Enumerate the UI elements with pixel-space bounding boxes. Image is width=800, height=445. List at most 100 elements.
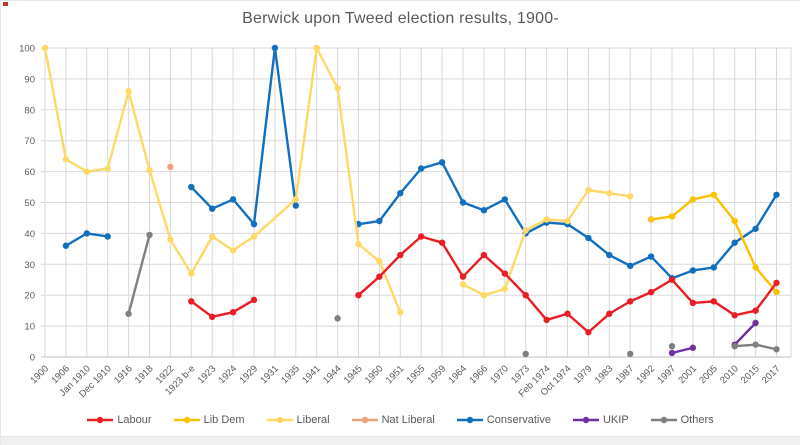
- data-point: [83, 230, 91, 237]
- data-point: [480, 251, 488, 259]
- data-point: [209, 313, 216, 321]
- data-point: [418, 233, 425, 240]
- legend-item-ukip[interactable]: UKIP: [572, 414, 629, 426]
- x-axis-label: 2001: [676, 363, 699, 386]
- legend-marker-icon: [456, 416, 483, 424]
- y-axis-label: 20: [24, 291, 35, 302]
- legend-item-nat-liberal[interactable]: Nat Liberal: [351, 414, 435, 426]
- data-point: [710, 298, 717, 305]
- data-point: [710, 191, 717, 198]
- series-liberal[interactable]: [41, 44, 634, 316]
- series-lib-dem[interactable]: [647, 191, 780, 296]
- data-point: [397, 308, 404, 316]
- x-axis-label: 1916: [112, 363, 135, 386]
- x-axis-label: 1900: [28, 363, 51, 386]
- data-point: [773, 279, 780, 287]
- data-point: [710, 264, 717, 271]
- x-axis-label: 1964: [446, 363, 469, 386]
- data-point: [543, 316, 550, 324]
- x-axis-label: 1966: [467, 363, 490, 386]
- legend-label: Liberal: [296, 414, 330, 426]
- data-point: [627, 262, 634, 270]
- x-axis-label: 1945: [342, 363, 365, 386]
- y-axis-label: 0: [30, 353, 35, 364]
- data-point: [459, 281, 467, 288]
- x-axis-label: 1987: [614, 363, 637, 386]
- data-point: [752, 264, 759, 271]
- data-point: [250, 233, 258, 240]
- data-point: [522, 350, 529, 358]
- data-point: [229, 247, 237, 254]
- x-axis-label: 1959: [425, 363, 448, 386]
- data-point: [438, 159, 446, 166]
- data-point: [731, 312, 738, 319]
- data-point: [397, 251, 404, 259]
- legend-marker-icon: [650, 416, 677, 424]
- x-axis-label: 1924: [216, 363, 239, 386]
- chart-title[interactable]: Berwick upon Tweed election results, 190…: [242, 10, 559, 27]
- data-point: [689, 196, 697, 203]
- legend-item-lib-dem[interactable]: Lib Dem: [173, 414, 245, 426]
- data-point: [376, 273, 383, 280]
- legend-label: Conservative: [486, 414, 551, 426]
- data-point: [647, 216, 655, 223]
- data-point: [167, 236, 174, 243]
- legend-marker-icon: [173, 416, 200, 424]
- data-point: [627, 193, 634, 200]
- y-axis-label: 70: [24, 136, 35, 147]
- legend-item-liberal[interactable]: Liberal: [266, 414, 330, 426]
- data-point: [543, 216, 550, 223]
- data-point: [627, 350, 634, 358]
- x-axis-label: 1929: [237, 363, 260, 386]
- x-axis-label: 2017: [760, 363, 783, 386]
- data-point: [167, 163, 174, 171]
- data-point: [355, 241, 362, 248]
- x-axis-label: 1944: [321, 363, 344, 386]
- x-axis-label: 1983: [593, 363, 616, 386]
- legend-item-others[interactable]: Others: [650, 414, 714, 426]
- data-point: [564, 217, 571, 225]
- x-axis-label: 2010: [718, 363, 741, 386]
- x-axis-label: 1923: [196, 363, 219, 386]
- data-point: [188, 270, 195, 277]
- data-point: [564, 310, 571, 317]
- series-line: [733, 321, 757, 346]
- data-point: [146, 166, 153, 174]
- data-point: [104, 233, 111, 240]
- data-point: [522, 227, 529, 234]
- y-axis-label: 30: [24, 260, 35, 271]
- series-others[interactable]: [125, 231, 780, 358]
- data-point: [501, 196, 508, 203]
- legend-item-labour[interactable]: Labour: [87, 414, 152, 426]
- data-point: [334, 84, 341, 92]
- data-point: [668, 349, 676, 357]
- x-axis-label: 1992: [634, 363, 657, 386]
- x-axis-label: 1979: [572, 363, 595, 386]
- series-line: [127, 233, 151, 315]
- y-axis-label: 50: [24, 198, 35, 209]
- legend-label: Nat Liberal: [381, 414, 435, 426]
- data-point: [62, 242, 70, 249]
- y-axis-label: 10: [24, 322, 35, 333]
- data-point: [62, 156, 70, 163]
- data-point: [752, 225, 759, 232]
- legend-item-conservative[interactable]: Conservative: [456, 414, 551, 426]
- series-nat-liberal[interactable]: [167, 163, 174, 171]
- data-point: [668, 342, 676, 350]
- legend-marker-icon: [572, 416, 599, 424]
- series-labour[interactable]: [188, 233, 780, 336]
- data-point: [689, 299, 697, 307]
- x-axis-label: 1997: [655, 363, 678, 386]
- data-point: [229, 308, 237, 316]
- series-line: [670, 346, 695, 355]
- data-point: [627, 298, 634, 305]
- data-point: [438, 239, 446, 246]
- x-axis-label: 1941: [300, 363, 323, 386]
- x-axis-label: 2015: [739, 363, 762, 386]
- data-point: [606, 310, 613, 317]
- x-axis-label: 1951: [384, 363, 407, 386]
- x-axis-label: 1935: [279, 363, 302, 386]
- series-ukip[interactable]: [668, 319, 759, 357]
